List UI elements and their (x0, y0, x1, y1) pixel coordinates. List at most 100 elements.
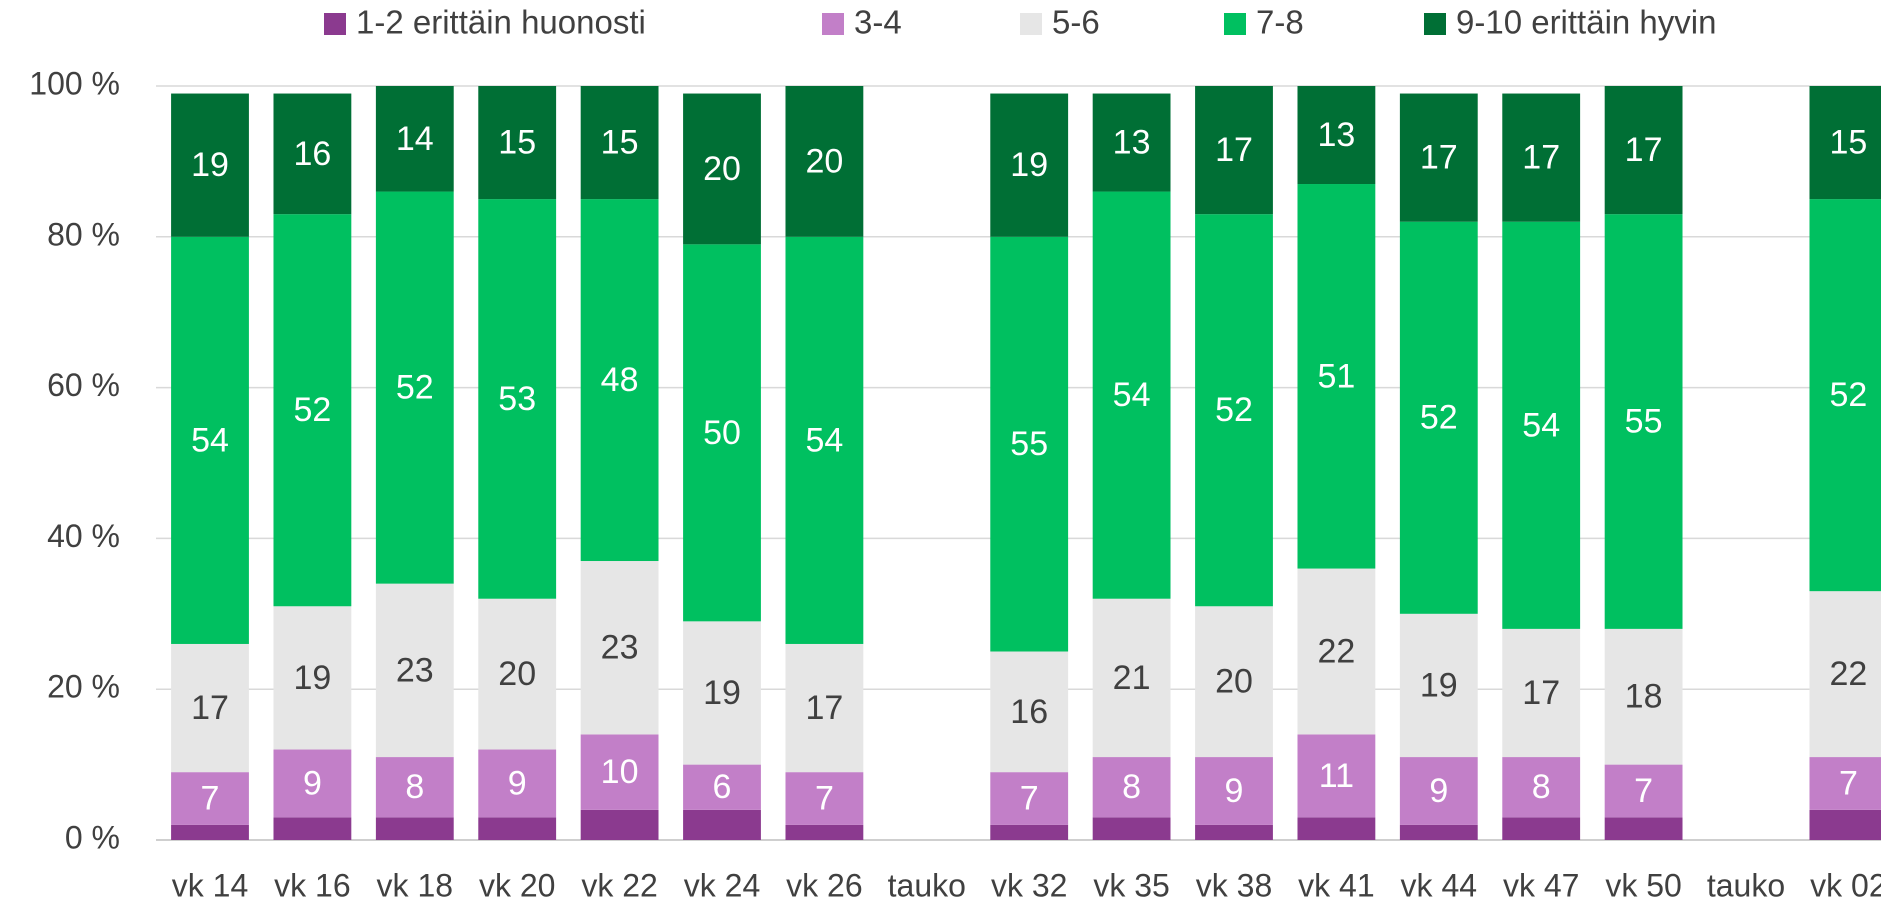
bar-segment (683, 809, 761, 840)
data-label: 17 (1215, 131, 1253, 169)
data-label: 19 (1420, 666, 1458, 704)
bar-segment (478, 598, 557, 750)
legend-label: 3-4 (854, 4, 902, 41)
bar-segment (1092, 817, 1171, 840)
data-label: 55 (1010, 425, 1048, 463)
legend-swatch (822, 13, 844, 35)
bar-segment (1297, 184, 1376, 569)
bar-segment (171, 93, 249, 237)
bar-segment (1092, 598, 1171, 758)
bar-segment (1604, 764, 1683, 818)
data-label: 7 (815, 780, 834, 818)
bar-segment (1195, 86, 1273, 215)
bar-segment (580, 86, 659, 200)
x-tick-label: vk 16 (274, 867, 350, 903)
data-label: 9 (508, 764, 527, 802)
bar-segment (1604, 817, 1683, 840)
data-label: 52 (1215, 391, 1253, 429)
data-label: 13 (1113, 124, 1151, 162)
bar-segment (785, 643, 864, 773)
data-label: 7 (1020, 780, 1039, 818)
data-label: 16 (1010, 693, 1048, 731)
bar-segment (990, 772, 1069, 825)
data-label: 17 (191, 689, 229, 727)
y-tick-label: 80 % (47, 216, 120, 252)
bar-segment (1809, 199, 1881, 592)
legend-label: 7-8 (1256, 4, 1304, 41)
data-label: 16 (293, 135, 331, 173)
bar-segment (990, 236, 1069, 652)
data-label: 14 (396, 120, 434, 158)
bar-segment (1297, 86, 1376, 185)
bar-segment (1297, 734, 1376, 818)
data-label: 53 (498, 380, 536, 418)
data-label: 15 (498, 124, 536, 162)
x-tick-label: vk 44 (1401, 867, 1477, 903)
data-label: 8 (405, 768, 424, 806)
data-label: 8 (1122, 768, 1141, 806)
bar-segment (785, 824, 864, 840)
data-label: 6 (713, 768, 732, 806)
bar-segment (580, 561, 659, 735)
bar-segment (1809, 591, 1881, 758)
data-label: 21 (1113, 659, 1151, 697)
data-label: 54 (1522, 406, 1560, 444)
bar-segment (1809, 757, 1881, 810)
data-label: 19 (703, 674, 741, 712)
bar-segment (1399, 613, 1478, 758)
legend-label: 1-2 erittäin huonosti (356, 4, 646, 41)
bar-segment (990, 824, 1069, 840)
x-tick-label: vk 02 (1810, 867, 1881, 903)
bar-segment (375, 191, 454, 584)
bar-segment (1502, 93, 1581, 222)
bar-segment (1809, 86, 1881, 200)
data-label: 15 (601, 124, 639, 162)
bar-segment (1195, 824, 1273, 840)
data-label: 7 (201, 780, 220, 818)
x-tick-label: vk 24 (684, 867, 760, 903)
data-label: 17 (1522, 139, 1560, 177)
legend-label: 9-10 erittäin hyvin (1456, 4, 1716, 41)
x-tick-label: vk 22 (581, 867, 657, 903)
bar-segment (1604, 86, 1683, 215)
data-label: 7 (1839, 764, 1858, 802)
bar-segment (1195, 757, 1273, 825)
bar-segment (1604, 628, 1683, 765)
x-tick-label: vk 47 (1503, 867, 1579, 903)
bar-segment (1297, 568, 1376, 735)
data-label: 19 (293, 659, 331, 697)
y-tick-label: 60 % (47, 367, 120, 403)
data-label: 15 (1829, 124, 1867, 162)
bar-segment (273, 93, 352, 215)
bar-segment (375, 757, 454, 818)
data-label: 22 (1829, 655, 1867, 693)
bar-segment (990, 651, 1069, 773)
data-label: 52 (1829, 376, 1867, 414)
bar-segment (273, 817, 352, 840)
y-tick-label: 40 % (47, 518, 120, 554)
bar-segment (785, 772, 864, 825)
bar-segment (785, 236, 864, 644)
data-label: 11 (1319, 757, 1354, 795)
x-tick-label: tauko (888, 867, 966, 903)
bar-segment (683, 621, 761, 765)
bar-segment (375, 583, 454, 758)
bar-segment (1195, 606, 1273, 758)
bar-segment (1604, 214, 1683, 629)
bar-segment (171, 824, 249, 840)
bar-segment (990, 93, 1069, 237)
data-label: 54 (191, 421, 229, 459)
bar-segment (273, 749, 352, 818)
x-tick-label: vk 32 (991, 867, 1067, 903)
data-label: 9 (303, 764, 322, 802)
x-tick-label: vk 20 (479, 867, 555, 903)
data-label: 7 (1634, 772, 1653, 810)
bar-segment (1502, 817, 1581, 840)
bar-segment (478, 817, 557, 840)
y-tick-label: 100 % (29, 65, 120, 101)
bar-segment (375, 86, 454, 192)
data-label: 54 (805, 421, 843, 459)
data-label: 20 (805, 142, 843, 180)
data-label: 23 (601, 629, 639, 667)
